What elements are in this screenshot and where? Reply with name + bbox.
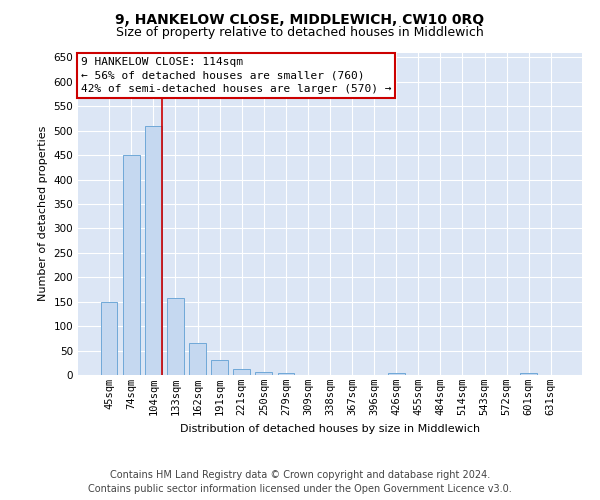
Bar bbox=[145, 126, 161, 375]
Bar bbox=[189, 343, 206, 375]
Bar bbox=[233, 368, 250, 375]
Bar bbox=[101, 302, 118, 375]
X-axis label: Distribution of detached houses by size in Middlewich: Distribution of detached houses by size … bbox=[180, 424, 480, 434]
Y-axis label: Number of detached properties: Number of detached properties bbox=[38, 126, 48, 302]
Bar bbox=[388, 372, 404, 375]
Text: 9, HANKELOW CLOSE, MIDDLEWICH, CW10 0RQ: 9, HANKELOW CLOSE, MIDDLEWICH, CW10 0RQ bbox=[115, 12, 485, 26]
Text: 9 HANKELOW CLOSE: 114sqm
← 56% of detached houses are smaller (760)
42% of semi-: 9 HANKELOW CLOSE: 114sqm ← 56% of detach… bbox=[80, 58, 391, 94]
Bar bbox=[211, 360, 228, 375]
Text: Size of property relative to detached houses in Middlewich: Size of property relative to detached ho… bbox=[116, 26, 484, 39]
Bar bbox=[278, 372, 294, 375]
Bar bbox=[167, 298, 184, 375]
Bar bbox=[256, 372, 272, 375]
Text: Contains HM Land Registry data © Crown copyright and database right 2024.
Contai: Contains HM Land Registry data © Crown c… bbox=[88, 470, 512, 494]
Bar bbox=[520, 372, 537, 375]
Bar bbox=[123, 155, 140, 375]
